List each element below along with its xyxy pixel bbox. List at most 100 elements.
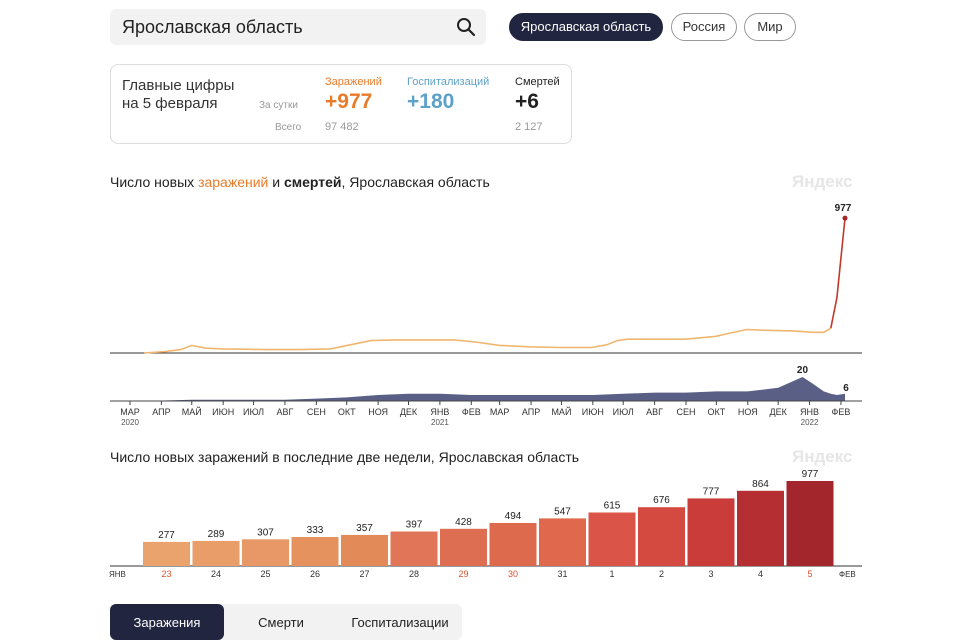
- bar: [489, 523, 537, 566]
- chart1-tick-label: МАЙ: [182, 406, 202, 417]
- chart1-tick-label: ФЕВ: [462, 407, 481, 417]
- infections-per-day: +977: [325, 90, 373, 113]
- chart1-title-text: Число новых: [110, 174, 199, 190]
- search-input[interactable]: Ярославская область: [122, 17, 303, 37]
- chart1-tick-label: МАР: [490, 407, 510, 417]
- chart1-tick-year: 2020: [121, 418, 139, 427]
- chart1-tick-label: АПР: [152, 407, 170, 417]
- bar-value-label: 864: [752, 479, 769, 490]
- chart1-tick-label: ДЕК: [400, 407, 418, 417]
- bar-category-label: 31: [557, 569, 567, 579]
- bar-value-label: 428: [455, 517, 472, 528]
- chart1-tick-label: АВГ: [277, 407, 294, 417]
- chart1-tick-label: НОЯ: [738, 407, 758, 417]
- tab-infections[interactable]: Заражения: [110, 604, 224, 640]
- bar: [192, 540, 240, 566]
- key-figures-date: на 5 февраля: [122, 95, 218, 112]
- chart1-tick-label: ОКТ: [708, 407, 726, 417]
- chart1-tick-label: ИЮН: [212, 407, 234, 417]
- chart1-tick-year: 2021: [431, 418, 449, 427]
- bar-category-label: 27: [359, 569, 369, 579]
- tab-deaths[interactable]: Смерти: [258, 615, 304, 630]
- yandex-watermark: Яндекс: [792, 447, 853, 466]
- bar: [539, 518, 586, 566]
- metric-tabs: Заражения Смерти Госпитализации: [110, 604, 462, 640]
- bar-category-label: 5: [807, 569, 812, 579]
- bar-category-label: 4: [758, 569, 763, 579]
- search-box[interactable]: Ярославская область: [110, 9, 486, 45]
- bar-value-label: 357: [356, 523, 373, 534]
- chart1-tick-label: АПР: [522, 407, 540, 417]
- chart1-tick-label: ИЮЛ: [613, 407, 634, 417]
- bar-category-label: 25: [260, 569, 270, 579]
- chart2-month-label: ЯНВ: [109, 570, 126, 579]
- deaths-last-label: 6: [843, 383, 849, 394]
- bar-value-label: 615: [604, 501, 621, 512]
- infections-line: [144, 327, 832, 354]
- bar: [143, 541, 190, 566]
- infections-line-recent: [830, 218, 846, 329]
- infections-last-label: 977: [835, 203, 852, 214]
- chart1-tick-label: СЕН: [307, 407, 326, 417]
- bar-value-label: 494: [505, 511, 522, 522]
- infections-total: 97 482: [325, 121, 359, 133]
- infections-last-point: [842, 215, 848, 221]
- bar-category-label: 24: [211, 569, 221, 579]
- bar-category-label: 2: [659, 569, 664, 579]
- bar: [440, 528, 487, 566]
- deaths-column-label: Смертей: [515, 76, 560, 88]
- chart1-tick-year: 2022: [801, 418, 819, 427]
- deaths-per-day: +6: [515, 90, 539, 113]
- bar-value-label: 277: [158, 530, 175, 541]
- chart1-title: Число новых заражений и смертей, Ярослав…: [110, 174, 490, 190]
- chart2-month-label: ФЕВ: [839, 570, 856, 579]
- bar-value-label: 676: [653, 495, 670, 506]
- chart1-tick-label: СЕН: [676, 407, 695, 417]
- bar: [786, 481, 834, 566]
- bar: [341, 534, 388, 566]
- bar: [588, 512, 636, 566]
- bar-value-label: 547: [554, 506, 571, 517]
- total-label: Всего: [275, 122, 302, 133]
- chart1-title-text: , Ярославская область: [341, 174, 490, 190]
- key-figures-card: Главные цифры на 5 февраля За сутки Всег…: [110, 64, 572, 144]
- chart1-title-deaths: смертей: [283, 174, 342, 190]
- chart1-tick-label: АВГ: [646, 407, 663, 417]
- bar-value-label: 777: [703, 486, 720, 497]
- bar-value-label: 333: [307, 525, 324, 536]
- chart1-tick-label: ЯНВ: [430, 407, 449, 417]
- chart1-tick-label: МАЙ: [551, 406, 571, 417]
- bar: [242, 539, 289, 566]
- bar-category-label: 23: [161, 569, 171, 579]
- bar: [291, 537, 339, 566]
- bar-category-label: 30: [508, 569, 518, 579]
- chart1-tick-label: НОЯ: [368, 407, 388, 417]
- region-pill-world[interactable]: Мир: [744, 13, 796, 41]
- two-week-bar-chart: 2772328924307253332635727397284282949430…: [109, 470, 862, 579]
- tab-hospitalizations[interactable]: Госпитализации: [351, 615, 449, 630]
- key-figures-title-line1: Главные цифры: [122, 77, 235, 94]
- infections-column-label: Заражений: [325, 76, 382, 88]
- bar-category-label: 3: [708, 569, 713, 579]
- chart1-tick-label: ИЮЛ: [243, 407, 264, 417]
- chart2-title: Число новых заражений в последние две не…: [110, 449, 580, 465]
- bar-value-label: 977: [802, 470, 819, 480]
- chart1-tick-label: МАР: [120, 407, 140, 417]
- bar-category-label: 1: [609, 569, 614, 579]
- search-icon[interactable]: [456, 17, 476, 37]
- deaths-total: 2 127: [515, 121, 543, 133]
- region-pill-russia[interactable]: Россия: [671, 13, 737, 41]
- deaths-area: [144, 377, 845, 401]
- bar-category-label: 28: [409, 569, 419, 579]
- chart1-title-text: и: [268, 174, 284, 190]
- region-pill-yaroslavl[interactable]: Ярославская область: [509, 13, 663, 41]
- bar-value-label: 307: [257, 527, 274, 538]
- chart1-title-infections: заражений: [198, 174, 269, 190]
- bar-value-label: 289: [208, 529, 225, 540]
- deaths-peak-label: 20: [797, 365, 809, 376]
- hospitalizations-column-label: Госпитализаций: [407, 76, 490, 88]
- bar: [687, 498, 735, 566]
- bar-category-label: 26: [310, 569, 320, 579]
- bar: [390, 531, 438, 566]
